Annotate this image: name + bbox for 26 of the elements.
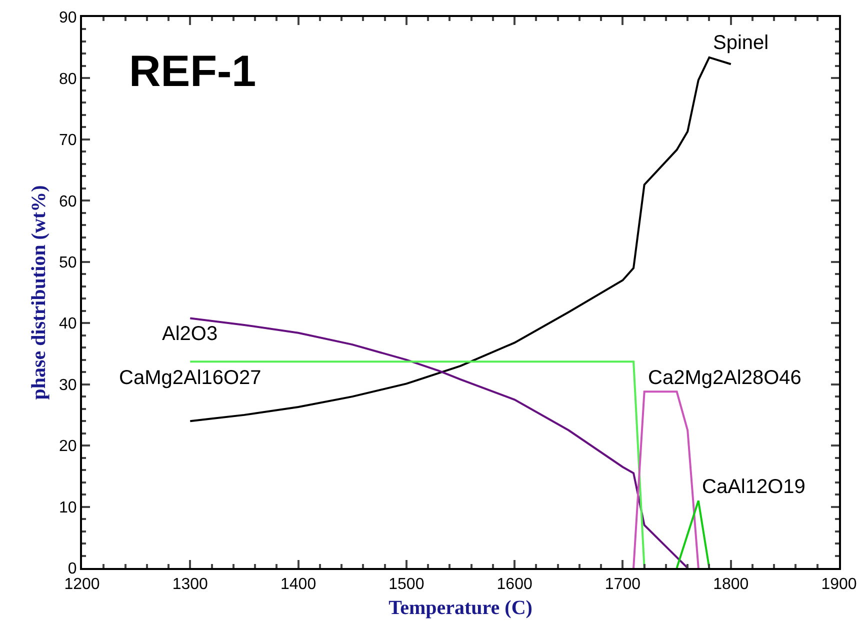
- x-axis-title: Temperature (C): [388, 597, 532, 620]
- x-tick-label: 1700: [604, 576, 641, 594]
- x-tick-label: 1600: [496, 576, 532, 594]
- series-label: Spinel: [713, 32, 769, 54]
- y-tick-label: 50: [59, 254, 77, 272]
- y-tick-label: 90: [59, 10, 77, 27]
- x-tick-label: 1200: [64, 576, 100, 594]
- x-tick-label: 1500: [388, 576, 424, 594]
- y-tick-label: 60: [59, 193, 77, 210]
- y-tick-label: 0: [68, 560, 77, 578]
- x-tick-label: 1400: [280, 576, 316, 594]
- x-tick-label: 1300: [172, 576, 208, 594]
- series-label: CaAl12O19: [702, 476, 806, 498]
- series-label: Ca2Mg2Al28O46: [648, 367, 802, 389]
- series-label: CaMg2Al16O27: [119, 367, 262, 389]
- y-tick-label: 10: [59, 499, 77, 516]
- series-label: Al2O3: [162, 323, 218, 345]
- x-tick-label: 1900: [821, 576, 857, 594]
- y-tick-label: 20: [59, 438, 77, 456]
- y-tick-label: 80: [59, 70, 77, 88]
- y-tick-label: 40: [59, 316, 77, 333]
- text: REF-1: [129, 47, 256, 96]
- y-tick-label: 30: [59, 376, 77, 394]
- y-axis-title: phase distribution (wt%): [28, 185, 50, 400]
- x-tick-label: 1800: [713, 576, 749, 594]
- y-tick-label: 70: [59, 132, 77, 150]
